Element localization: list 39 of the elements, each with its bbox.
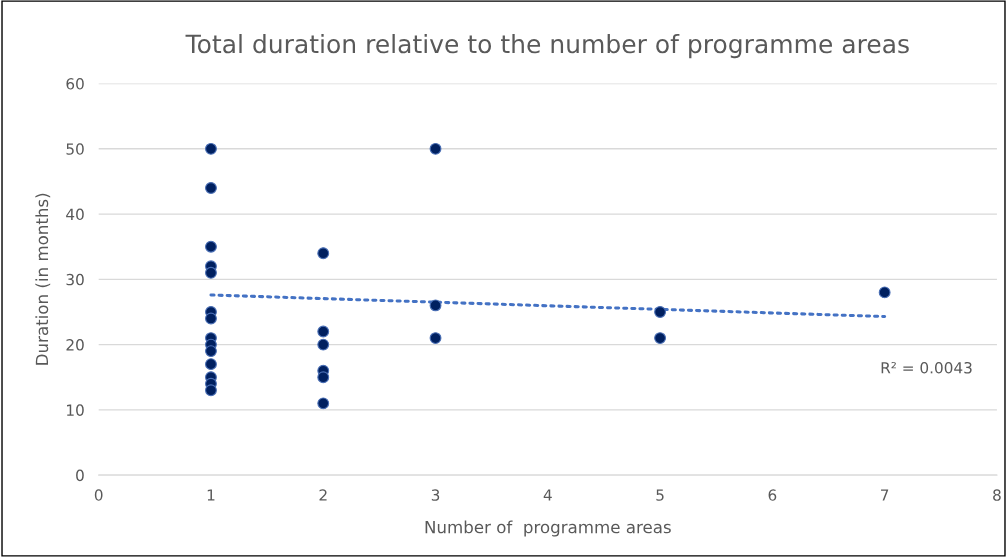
- point: [205, 266, 217, 279]
- y-tick-label: 20: [66, 339, 84, 351]
- point: [429, 142, 442, 155]
- chart-title: Total duration relative to the number of programme areas: [185, 34, 909, 59]
- point: [205, 240, 217, 253]
- x-tick-label: 4: [543, 489, 552, 501]
- y-tick-label: 30: [66, 273, 84, 286]
- x-tick-label: 6: [768, 489, 777, 501]
- x-tick-label: 1: [207, 489, 215, 501]
- point: [429, 299, 442, 312]
- x-axis-title: Number of programme areas: [425, 520, 671, 537]
- point: [429, 332, 442, 345]
- x-tick-label: 0: [94, 489, 103, 501]
- x-tick-label: 8: [993, 489, 1001, 501]
- point: [317, 338, 330, 351]
- point: [317, 397, 330, 410]
- point: [205, 358, 217, 371]
- y-tick-label: 10: [67, 404, 84, 416]
- y-axis-title: Duration (in months): [35, 193, 51, 365]
- x-tick-label: 2: [319, 489, 327, 501]
- x-tick-label: 3: [431, 489, 440, 501]
- point: [317, 371, 330, 384]
- point: [205, 345, 217, 358]
- y-tick-label: 50: [66, 143, 84, 155]
- point: [317, 247, 330, 260]
- point: [205, 312, 217, 325]
- y-tick-label: 40: [66, 208, 84, 221]
- point: [878, 286, 891, 299]
- point: [205, 384, 217, 397]
- point: [205, 182, 217, 194]
- y-tick-label: 60: [66, 78, 84, 90]
- point: [317, 325, 330, 338]
- x-tick-label: 7: [881, 489, 889, 501]
- point: [205, 142, 217, 155]
- x-tick-label: 5: [656, 489, 664, 501]
- annotation: R² = 0.0043: [881, 361, 972, 374]
- point: [654, 306, 667, 318]
- point: [654, 332, 667, 345]
- y-tick-label: 0: [76, 469, 84, 482]
